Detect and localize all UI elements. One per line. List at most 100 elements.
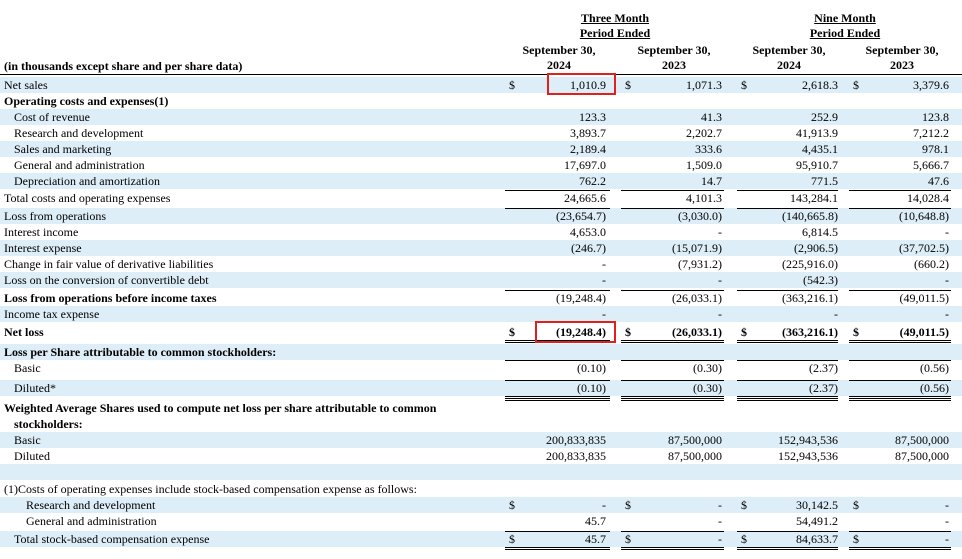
- total-double-rule: [737, 342, 838, 343]
- value-col1: 2,189.4: [570, 142, 606, 156]
- row-label: Loss from operations: [4, 209, 106, 223]
- total-double-rule: [505, 340, 610, 341]
- row-label: (1)Costs of operating expenses include s…: [4, 482, 417, 496]
- value-col2: 87,500,000: [668, 449, 722, 463]
- row-label: Net loss: [4, 325, 44, 339]
- dollar-sign: $: [509, 532, 515, 546]
- row-label: Total costs and operating expenses: [4, 191, 171, 205]
- dollar-sign: $: [509, 498, 515, 512]
- total-double-rule: [849, 340, 951, 341]
- value-col4: (660.2): [914, 257, 949, 271]
- row-label: Research and development: [14, 126, 144, 140]
- row-sbc-research-development: Research and development $ $ $ $ - - 30,142.5 -: [0, 497, 962, 513]
- dollar-sign: $: [741, 78, 747, 92]
- subtotal-rule: [849, 380, 951, 381]
- value-col4: 3,379.6: [913, 78, 949, 92]
- subtotal-rule: [505, 400, 610, 401]
- value-col3: (2.37): [809, 381, 838, 395]
- row-loss-before-taxes: Loss from operations before income taxes…: [0, 290, 962, 306]
- dollar-sign: $: [741, 325, 747, 339]
- row-net-loss: Net loss $ $ $ $ (19,248.4) (26,033.1) (363,216…: [0, 324, 962, 340]
- value-col1: 1,010.9: [570, 78, 606, 92]
- value-col4: (0.56): [920, 361, 949, 375]
- subtotal-rule: [621, 190, 724, 191]
- value-col3: -: [834, 307, 838, 321]
- subtotal-rule: [505, 208, 610, 209]
- row-operating-costs-header: Operating costs and expenses(1): [0, 93, 962, 109]
- row-general-admin: General and administration 17,697.0 1,509.…: [0, 157, 962, 173]
- row-label: Total stock-based compensation expense: [14, 532, 210, 546]
- dollar-sign: $: [853, 78, 859, 92]
- subtotal-rule: [737, 531, 838, 532]
- subtotal-rule: [621, 400, 724, 401]
- value-col1: 123.3: [579, 110, 606, 124]
- subtotal-rule: [849, 531, 951, 532]
- row-interest-income: Interest income 4,653.0 - 6,814.5 -: [0, 224, 962, 240]
- subtotal-rule: [621, 290, 724, 291]
- total-double-rule: [505, 398, 610, 399]
- value-col4: (49,011.5): [899, 291, 949, 305]
- value-col1: 762.2: [579, 174, 606, 188]
- total-double-rule: [505, 547, 610, 548]
- total-double-rule: [621, 398, 724, 399]
- row-label: Interest expense: [4, 241, 82, 255]
- units-note: (in thousands except share and per share…: [4, 59, 243, 73]
- row-sbc-general-admin: General and administration 45.7 - 54,491.2 -: [0, 513, 962, 529]
- row-loss-from-operations: Loss from operations (23,654.7) (3,030.0) (…: [0, 208, 962, 224]
- value-col4: -: [945, 225, 949, 239]
- value-col2: -: [718, 225, 722, 239]
- row-label: Loss per Share attributable to common st…: [4, 345, 277, 359]
- value-col2: -: [718, 532, 722, 546]
- row-label: Net sales: [4, 78, 48, 92]
- col3-header-date: September 30,: [752, 43, 826, 57]
- subtotal-rule: [505, 190, 610, 191]
- subtotal-rule: [849, 190, 951, 191]
- value-col1: (0.10): [577, 361, 606, 375]
- subtotal-rule: [621, 360, 724, 361]
- nine-month-header-line2: Period Ended: [809, 26, 881, 40]
- subtotal-rule: [737, 400, 838, 401]
- row-label: Interest income: [4, 225, 79, 239]
- col4-header-date: September 30,: [865, 43, 939, 57]
- value-col1: 4,653.0: [570, 225, 606, 239]
- row-sbc-footnote: (1)Costs of operating expenses include s…: [0, 481, 962, 497]
- value-col3: (542.3): [803, 273, 838, 287]
- row-label: Sales and marketing: [14, 142, 112, 156]
- dollar-sign: $: [853, 498, 859, 512]
- value-col1: -: [602, 257, 606, 271]
- dollar-sign: $: [625, 325, 631, 339]
- subtotal-rule: [505, 380, 610, 381]
- value-col1: 17,697.0: [564, 158, 606, 172]
- value-col3: (140,665.8): [782, 209, 838, 223]
- row-label: Basic: [14, 361, 41, 375]
- value-col3: 771.5: [811, 174, 838, 188]
- dollar-sign: $: [853, 532, 859, 546]
- value-col1: 45.7: [585, 532, 606, 546]
- subtotal-rule: [621, 531, 724, 532]
- value-col2: (26,033.1): [672, 325, 722, 339]
- value-col3: 2,618.3: [802, 78, 838, 92]
- total-double-rule: [737, 547, 838, 548]
- total-double-rule: [621, 396, 724, 397]
- total-double-rule: [621, 340, 724, 341]
- value-col3: (363,216.1): [782, 291, 838, 305]
- row-label: Loss on the conversion of convertible de…: [4, 273, 209, 287]
- subtotal-rule: [505, 290, 610, 291]
- value-col4: -: [945, 498, 949, 512]
- value-col2: 14.7: [701, 174, 722, 188]
- value-col2: 2,202.7: [686, 126, 722, 140]
- value-col1: (19,248.4): [556, 291, 606, 305]
- value-col2: 1,509.0: [686, 158, 722, 172]
- total-double-rule: [737, 398, 838, 399]
- value-col3: 6,814.5: [802, 225, 838, 239]
- subtotal-rule: [505, 360, 610, 361]
- row-loss-per-share-diluted: Diluted* (0.10) (0.30) (2.37) (0.56): [0, 380, 962, 396]
- total-double-rule: [849, 549, 951, 550]
- value-col4: 5,666.7: [913, 158, 949, 172]
- row-depreciation-amortization: Depreciation and amortization 762.2 14.7 77…: [0, 173, 962, 189]
- value-col1: 3,893.7: [570, 126, 606, 140]
- value-col2: (0.30): [693, 381, 722, 395]
- total-double-rule: [505, 396, 610, 397]
- value-col1: (19,248.4): [556, 325, 606, 339]
- value-col2: 4,101.3: [686, 191, 722, 205]
